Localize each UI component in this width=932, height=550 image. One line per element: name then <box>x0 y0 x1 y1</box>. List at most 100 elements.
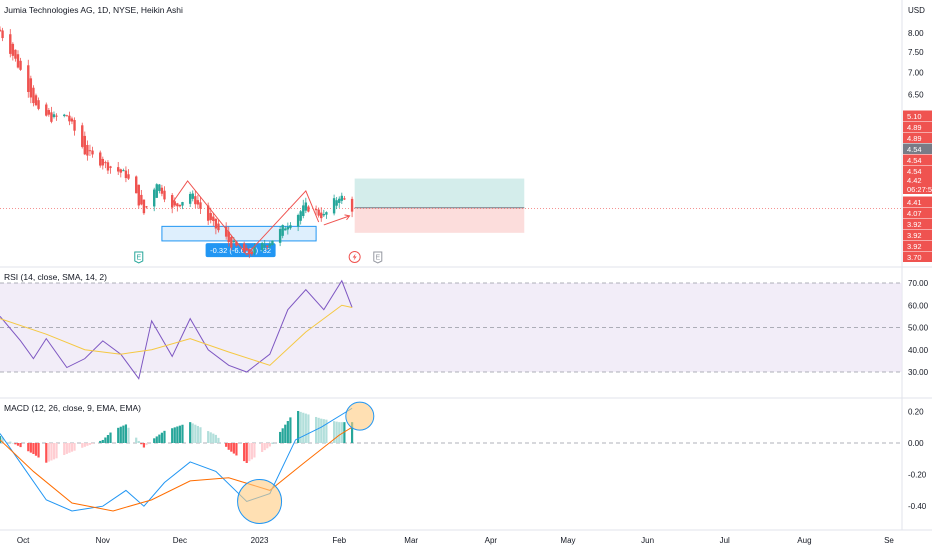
macd-histogram-bar[interactable] <box>322 419 325 443</box>
macd-histogram-bar[interactable] <box>320 418 323 443</box>
macd-histogram-bar[interactable] <box>253 443 256 458</box>
macd-histogram-bar[interactable] <box>29 443 32 453</box>
candle-body[interactable] <box>260 243 264 250</box>
candle-body[interactable] <box>212 216 215 221</box>
macd-histogram-bar[interactable] <box>207 431 210 443</box>
macd-histogram-bar[interactable] <box>142 443 146 448</box>
candle-body[interactable] <box>99 152 102 166</box>
candle-body[interactable] <box>73 120 76 131</box>
macd-histogram-bar[interactable] <box>52 443 56 460</box>
candle-body[interactable] <box>16 54 20 68</box>
candle-body[interactable] <box>47 110 51 115</box>
candle-body[interactable] <box>199 202 202 209</box>
macd-histogram-bar[interactable] <box>289 417 292 443</box>
candle-body[interactable] <box>122 170 125 172</box>
candle-body[interactable] <box>160 187 164 194</box>
macd-histogram-bar[interactable] <box>307 414 310 443</box>
candle-body[interactable] <box>181 202 184 206</box>
macd-histogram-bar[interactable] <box>153 438 156 443</box>
macd-histogram-bar[interactable] <box>86 443 89 446</box>
candle-body[interactable] <box>153 189 156 207</box>
candle-body[interactable] <box>232 241 236 243</box>
candle-body[interactable] <box>188 193 192 204</box>
macd-histogram-bar[interactable] <box>81 443 84 448</box>
macd-histogram-bar[interactable] <box>176 426 179 443</box>
macd-histogram-bar[interactable] <box>230 443 233 452</box>
macd-histogram-bar[interactable] <box>73 443 76 451</box>
candle-body[interactable] <box>176 203 179 207</box>
candle-body[interactable] <box>314 209 318 211</box>
candle-body[interactable] <box>250 251 254 255</box>
candle-body[interactable] <box>106 162 110 171</box>
candle-body[interactable] <box>145 206 148 208</box>
macd-histogram-bar[interactable] <box>199 427 202 443</box>
candle-body[interactable] <box>52 114 56 118</box>
candle-body[interactable] <box>206 205 210 221</box>
candle-body[interactable] <box>91 150 94 155</box>
macd-panel[interactable]: 0.20 0.00 -0.20 -0.40 MACD (12, 26, close, … <box>0 401 927 524</box>
candle-body[interactable] <box>124 170 128 179</box>
candle-body[interactable] <box>281 225 284 236</box>
candle-body[interactable] <box>196 200 200 205</box>
candle-body[interactable] <box>140 194 143 205</box>
macd-histogram-bar[interactable] <box>281 428 284 443</box>
macd-histogram-bar[interactable] <box>68 443 71 453</box>
long-position-tool[interactable] <box>354 178 525 233</box>
candle-body[interactable] <box>70 118 74 122</box>
macd-histogram-bar[interactable] <box>196 425 199 443</box>
macd-histogram-bar[interactable] <box>279 431 282 443</box>
candle-body[interactable] <box>230 236 233 248</box>
macd-histogram-bar[interactable] <box>14 443 17 445</box>
candle-body[interactable] <box>117 167 120 172</box>
macd-histogram-bar[interactable] <box>0 436 2 443</box>
candle-body[interactable] <box>302 205 305 216</box>
macd-histogram-bar[interactable] <box>302 412 305 443</box>
macd-histogram-bar[interactable] <box>261 443 264 452</box>
candle-body[interactable] <box>155 184 158 198</box>
candle-body[interactable] <box>104 162 107 164</box>
candle-body[interactable] <box>214 218 218 229</box>
macd-histogram-bar[interactable] <box>19 443 22 448</box>
macd-histogram-bar[interactable] <box>181 424 184 443</box>
macd-histogram-bar[interactable] <box>1 437 4 443</box>
macd-histogram-bar[interactable] <box>145 443 148 446</box>
candle-body[interactable] <box>340 195 344 201</box>
macd-histogram-bar[interactable] <box>117 427 120 443</box>
macd-histogram-bar[interactable] <box>34 443 38 456</box>
candle-body[interactable] <box>271 240 274 246</box>
candle-body[interactable] <box>19 60 22 70</box>
macd-histogram-bar[interactable] <box>178 425 181 443</box>
target-zone[interactable] <box>354 178 525 208</box>
macd-histogram-bar[interactable] <box>243 443 246 462</box>
earnings-icon[interactable]: E <box>134 251 144 264</box>
macd-histogram-bar[interactable] <box>286 421 289 443</box>
macd-histogram-bar[interactable] <box>338 422 341 443</box>
candle-body[interactable] <box>266 245 269 247</box>
candle-body[interactable] <box>11 43 15 56</box>
rsi-ma-line[interactable] <box>0 304 353 366</box>
macd-histogram-bar[interactable] <box>263 443 266 451</box>
candle-body[interactable] <box>332 198 336 214</box>
macd-histogram-bar[interactable] <box>191 423 194 443</box>
candle-body[interactable] <box>194 196 197 205</box>
macd-histogram-bar[interactable] <box>9 441 12 443</box>
candle-body[interactable] <box>263 245 266 247</box>
macd-histogram-bar[interactable] <box>173 427 176 443</box>
macd-histogram-bar[interactable] <box>245 443 248 463</box>
macd-histogram-bar[interactable] <box>299 411 302 443</box>
macd-histogram-bar[interactable] <box>248 443 251 462</box>
stop-zone[interactable] <box>354 207 525 233</box>
candle-body[interactable] <box>350 198 354 212</box>
candle-body[interactable] <box>158 184 161 191</box>
macd-histogram-bar[interactable] <box>158 434 161 443</box>
macd-histogram-bar[interactable] <box>109 432 112 443</box>
candle-body[interactable] <box>34 95 38 106</box>
candle-body[interactable] <box>170 195 174 208</box>
macd-line[interactable] <box>0 407 353 512</box>
macd-histogram-bar[interactable] <box>271 442 274 444</box>
price-axis[interactable]: 8.00 7.50 7.00 6.50 <box>908 29 924 99</box>
macd-histogram-bar[interactable] <box>65 443 68 454</box>
macd-histogram-bar[interactable] <box>171 428 174 443</box>
candle-body[interactable] <box>289 225 292 229</box>
